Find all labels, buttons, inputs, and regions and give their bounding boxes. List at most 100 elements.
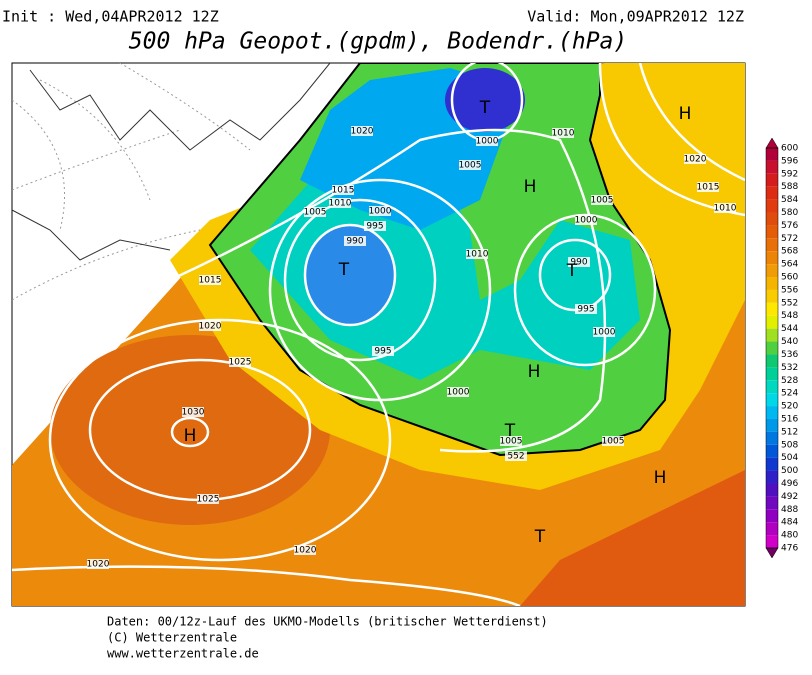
isobar-label: 1025 [197, 495, 220, 505]
colorbar-label: 548 [781, 311, 798, 321]
colorbar-label: 508 [781, 440, 798, 450]
isobar-label-bg [294, 545, 316, 555]
colorbar-label: 568 [781, 247, 798, 257]
colorbar-swatch [766, 444, 778, 458]
footer-source: Daten: 00/12z-Lauf des UKMO-Modells (bri… [107, 615, 548, 629]
isobar-label-bg [476, 136, 498, 146]
colorbar-label: 504 [781, 453, 798, 463]
colorbar-label: 480 [781, 531, 798, 541]
colorbar-swatch [766, 380, 778, 394]
colorbar-label: 584 [781, 195, 798, 205]
isobar-label: 1005 [602, 437, 625, 447]
colorbar-swatch [766, 367, 778, 381]
colorbar-swatch [766, 535, 778, 548]
isobar-label-bg [199, 275, 221, 285]
colorbar-swatch [766, 328, 778, 342]
isobar-label-bg [369, 206, 391, 216]
colorbar-label: 536 [781, 350, 798, 360]
isobar-label: 1005 [591, 196, 614, 206]
pressure-center: H [528, 362, 541, 382]
isobar-label-bg [447, 387, 469, 397]
isobar-label: 1030 [182, 408, 205, 418]
colorbar: 600 596 592 588 584 580 576 572 568 564 560 556 552 5… [765, 137, 798, 559]
colorbar-swatch [766, 251, 778, 265]
colorbar-swatch [766, 406, 778, 419]
colorbar-swatch [766, 354, 778, 368]
colorbar-label: 552 [781, 298, 798, 308]
colorbar-swatch [766, 470, 778, 484]
isobar-label: 1020 [294, 546, 317, 556]
pressure-center: T [534, 527, 546, 547]
colorbar-swatch [766, 315, 778, 329]
footer-copyright: (C) Wetterzentrale [107, 631, 237, 645]
colorbar-label: 564 [781, 260, 798, 270]
colorbar-label: 572 [781, 234, 798, 244]
isobar-label-bg [568, 257, 590, 267]
colorbar-frame [765, 147, 779, 549]
isobar-label-bg [372, 346, 394, 356]
isobar-label-bg [332, 185, 354, 195]
colorbar-label: 484 [781, 518, 798, 528]
isobar-label: 1020 [199, 322, 222, 332]
pressure-center: H [524, 177, 537, 197]
isobar-label-bg [344, 236, 366, 246]
isobar-label: 1005 [304, 208, 327, 218]
colorbar-swatch [766, 418, 778, 432]
colorbar-swatch [766, 186, 778, 200]
colorbar-swatch [766, 393, 778, 407]
isobar-label: 1010 [552, 129, 575, 139]
isobar-label-bg [229, 357, 251, 367]
colorbar-label: 512 [781, 427, 798, 437]
isobar-label-bg [697, 182, 719, 192]
colorbar-label: 528 [781, 376, 798, 386]
isobar-label: 1005 [500, 437, 523, 447]
colorbar-swatch [766, 509, 778, 523]
isobar-label: 1000 [593, 328, 616, 338]
colorbar-label: 500 [781, 466, 798, 476]
isobar-label-bg [714, 203, 736, 213]
colorbar-swatch [766, 483, 778, 497]
pressure-center: T [566, 261, 578, 281]
isobar-label-bg [575, 215, 597, 225]
coastline [12, 63, 331, 261]
isobar-label: 1000 [369, 207, 392, 217]
colorbar-label: 516 [781, 414, 798, 424]
isobar-label-bg [199, 321, 221, 331]
colorbar-label: 544 [781, 324, 798, 334]
isobar-label-bg [364, 221, 386, 231]
footer-url: www.wetterzentrale.de [107, 647, 259, 661]
isobars [12, 63, 745, 606]
colorbar-label: 496 [781, 479, 798, 489]
colorbar-swatch [766, 302, 778, 316]
colorbar-swatch [766, 173, 778, 187]
isobar-label: 990 [346, 237, 363, 247]
isobar-label: 995 [374, 347, 391, 357]
field-low [305, 225, 395, 325]
isobar-label-bg [505, 451, 527, 461]
pressure-center: T [504, 421, 516, 441]
isobar-label-bg [602, 436, 624, 446]
isobar-label: 1000 [575, 216, 598, 226]
colorbar-label: 560 [781, 273, 798, 283]
isobar-label: 995 [366, 222, 383, 232]
isobar-label: 1025 [229, 358, 252, 368]
colorbar-swatch [766, 212, 778, 226]
colorbar-label: 596 [781, 156, 798, 166]
pressure-center: H [679, 104, 692, 124]
colorbar-swatch [766, 457, 778, 471]
pressure-center: H [184, 426, 197, 446]
colorbar-swatch [766, 264, 778, 278]
colorbar-label: 576 [781, 221, 798, 231]
valid-text: Valid: Mon,09APR2012 12Z [527, 8, 744, 26]
colorbar-swatch [766, 522, 778, 536]
isobar-label: 1020 [351, 127, 374, 137]
colorbar-label: 600 [781, 144, 798, 154]
isobar-label-bg [591, 195, 613, 205]
colorbar-swatch [766, 148, 778, 161]
colorbar-label: 588 [781, 182, 798, 192]
colorbar-swatch [766, 199, 778, 213]
isobar-label-bg [351, 126, 373, 136]
colorbar-swatch [766, 238, 778, 252]
isobar-label-bg [197, 494, 219, 504]
